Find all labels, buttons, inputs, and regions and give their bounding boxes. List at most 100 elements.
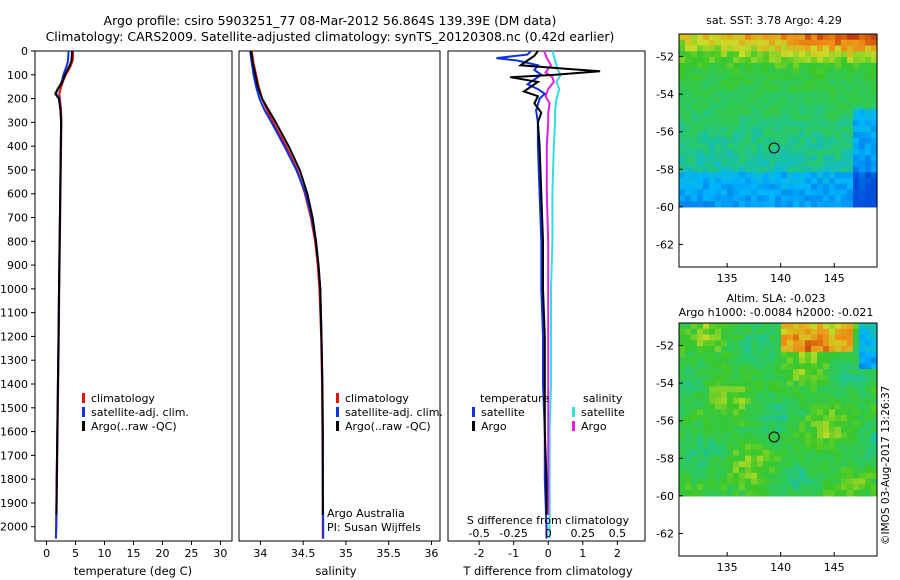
heatmap-cell [823,386,830,393]
heatmap-cell [775,409,782,416]
heatmap-cell [835,103,842,110]
heatmap-cell [811,467,818,474]
heatmap-cell [739,51,746,58]
heatmap-cell [685,155,692,162]
heatmap-cell [841,444,848,451]
heatmap-cell [865,478,872,485]
heatmap-cell [751,369,758,376]
sla-map-subtitle: Argo h1000: -0.0084 h2000: -0.021 [679,306,874,319]
heatmap-cell [817,201,824,208]
heatmap-cell [823,409,830,416]
legend-label-climatology: climatology [91,392,155,405]
heatmap-cell [691,432,698,439]
heatmap-cell [721,74,728,81]
heatmap-cell [745,380,752,387]
heatmap-cell [859,114,866,122]
heatmap-cell [817,57,824,64]
heatmap-cell [847,166,854,173]
heatmap-cell [763,91,770,98]
heatmap-cell [805,449,812,457]
heatmap-cell [847,114,854,122]
heatmap-cell [847,461,854,468]
heatmap-cell [745,363,752,370]
heatmap-cell [721,449,728,457]
heatmap-cell [763,178,770,185]
heatmap-cell [859,97,866,104]
heatmap-cell [757,369,764,376]
heatmap-cell [709,334,716,341]
heatmap-cell [697,114,704,122]
heatmap-cell [859,403,866,411]
heatmap-cell [727,80,734,87]
heatmap-cell [757,143,764,150]
heatmap-cell [829,328,836,336]
heatmap-cell [865,438,872,445]
heatmap-cell [787,97,794,104]
heatmap-cell [781,155,788,162]
heatmap-cell [757,449,764,457]
heatmap-cell [823,426,830,434]
heatmap-cell [811,426,818,434]
heatmap-cell [721,103,728,110]
heatmap-cell [787,363,794,370]
heatmap-cell [715,172,722,179]
heatmap-cell [751,444,758,451]
heatmap-cell [721,380,728,387]
heatmap-cell [781,57,788,64]
heatmap-cell [859,472,866,480]
heatmap-cell [733,490,740,497]
heatmap-cell [715,62,722,70]
heatmap-cell [709,455,716,462]
heatmap-cell [703,74,710,81]
heatmap-cell [781,74,788,81]
heatmap-cell [823,51,830,58]
heatmap-cell [709,346,716,353]
heatmap-cell [793,39,800,47]
x2-tick-label: 0.25 [571,527,596,540]
heatmap-cell [853,74,860,81]
heatmap-cell [745,201,752,208]
x2-tick-label: 0.5 [609,527,627,540]
heatmap-cell [751,449,758,457]
heatmap-cell [703,143,710,150]
heatmap-cell [709,386,716,393]
heatmap-cell [871,323,878,330]
heatmap-cell [775,363,782,370]
heatmap-cell [871,172,878,179]
heatmap-cell [835,467,842,474]
difference-xlabel-temperature: T difference from climatology [462,564,633,578]
heatmap-cell [841,369,848,376]
heatmap-cell [835,137,842,145]
heatmap-cell [685,334,692,341]
heatmap-cell [793,143,800,150]
heatmap-cell [733,449,740,457]
legend-swatch-sal-satellite [572,407,575,417]
title-line-2: Climatology: CARS2009. Satellite-adjuste… [45,29,615,44]
heatmap-cell [745,386,752,393]
heatmap-cell [733,189,740,196]
heatmap-cell [805,45,812,52]
heatmap-cell [757,178,764,185]
heatmap-cell [709,380,716,387]
heatmap-cell [763,478,770,485]
heatmap-cell [757,438,764,445]
heatmap-cell [709,409,716,416]
heatmap-cell [817,403,824,411]
heatmap-cell [793,85,800,93]
salinity-panel: 34 34.5 35 35.5 36 climatology satellite-adj… [238,50,443,578]
heatmap-cell [751,91,758,98]
heatmap-cell [733,155,740,162]
heatmap-cell [757,467,764,474]
heatmap-cell [841,166,848,173]
heatmap-cell [853,490,860,497]
heatmap-cell [703,172,710,179]
heatmap-cell [685,160,692,168]
heatmap-cell [781,403,788,411]
heatmap-cell [787,346,794,353]
heatmap-cell [793,386,800,393]
heatmap-cell [691,438,698,445]
heatmap-cell [781,363,788,370]
heatmap-cell [745,409,752,416]
heatmap-cell [709,57,716,64]
heatmap-cell [685,392,692,399]
